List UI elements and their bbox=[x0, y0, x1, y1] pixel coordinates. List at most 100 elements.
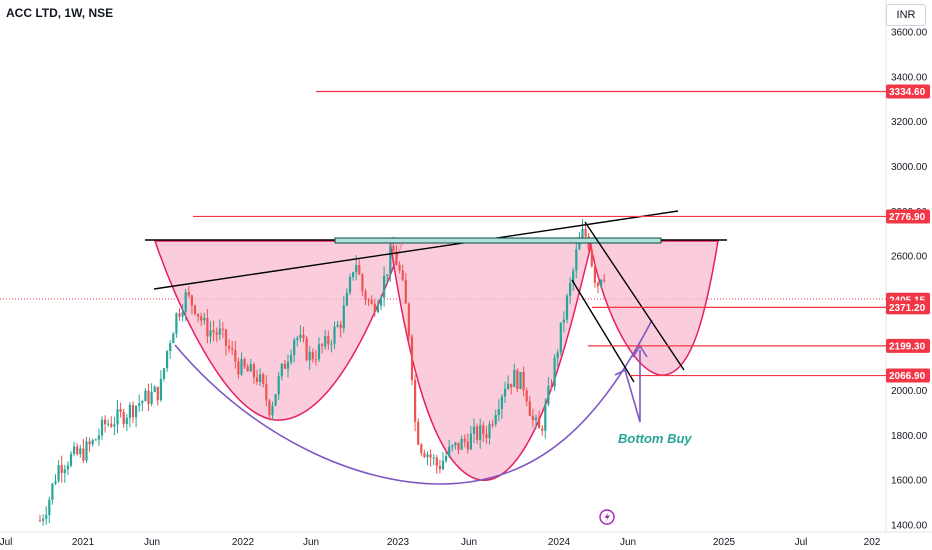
candle bbox=[398, 261, 401, 274]
candle bbox=[221, 322, 224, 338]
candle bbox=[550, 379, 553, 390]
candle bbox=[286, 354, 290, 378]
x-tick-label: 2025 bbox=[713, 537, 736, 548]
candle bbox=[290, 349, 293, 365]
x-tick-label: 202 bbox=[864, 537, 881, 548]
candle bbox=[417, 418, 420, 446]
y-tick-label: 2000.00 bbox=[891, 386, 928, 397]
svg-text:2776.90: 2776.90 bbox=[889, 212, 926, 223]
candle bbox=[345, 288, 348, 307]
candle bbox=[63, 464, 66, 483]
candle bbox=[131, 401, 135, 424]
resistance-zone bbox=[334, 237, 662, 244]
candle bbox=[296, 335, 299, 347]
x-tick-label: 2024 bbox=[548, 537, 571, 548]
y-tick-label: 1400.00 bbox=[891, 521, 928, 532]
candle bbox=[333, 321, 336, 350]
candle bbox=[79, 444, 82, 458]
candle bbox=[547, 377, 550, 407]
candle bbox=[528, 396, 531, 417]
candle bbox=[271, 401, 274, 421]
candle bbox=[336, 320, 339, 328]
candle bbox=[218, 319, 221, 341]
candle bbox=[268, 398, 271, 421]
candle bbox=[234, 341, 237, 369]
candle bbox=[383, 266, 386, 307]
candle bbox=[293, 337, 296, 363]
candle bbox=[432, 453, 435, 466]
candle bbox=[404, 272, 407, 304]
bottom-buy-annotation: Bottom Buy bbox=[618, 431, 692, 446]
candle bbox=[215, 327, 218, 342]
x-tick-label: Jun bbox=[461, 537, 477, 548]
candle bbox=[259, 368, 262, 386]
candle bbox=[510, 383, 513, 395]
candle bbox=[429, 449, 432, 467]
candle bbox=[503, 381, 507, 403]
candle bbox=[479, 418, 482, 449]
candle bbox=[190, 294, 193, 315]
price-level-tag: 2776.90 bbox=[886, 209, 930, 224]
candle bbox=[482, 421, 485, 443]
currency-button[interactable]: INR bbox=[886, 4, 926, 26]
candle bbox=[522, 366, 525, 397]
candle bbox=[246, 363, 249, 372]
candle bbox=[407, 302, 410, 340]
candle bbox=[200, 312, 203, 326]
x-tick-label: 2023 bbox=[387, 537, 410, 548]
candle bbox=[491, 419, 494, 429]
candle bbox=[466, 433, 469, 454]
candle bbox=[451, 444, 454, 452]
candle bbox=[513, 363, 516, 388]
x-tick-label: Jun bbox=[144, 537, 160, 548]
candle bbox=[94, 438, 97, 441]
candle bbox=[575, 240, 578, 279]
candle bbox=[156, 386, 159, 406]
candle bbox=[125, 413, 128, 432]
candle bbox=[553, 354, 556, 391]
candle bbox=[500, 394, 503, 419]
candle bbox=[169, 340, 172, 359]
candle bbox=[426, 451, 429, 466]
price-level-tag: 2066.90 bbox=[886, 368, 930, 383]
candle bbox=[51, 482, 54, 505]
candle bbox=[265, 375, 268, 407]
candle bbox=[69, 451, 73, 468]
candle bbox=[541, 425, 544, 436]
candle bbox=[454, 441, 457, 450]
candle bbox=[339, 320, 342, 338]
candle bbox=[209, 321, 212, 344]
candle bbox=[448, 439, 451, 458]
candle bbox=[162, 367, 166, 382]
y-tick-label: 3400.00 bbox=[891, 72, 928, 83]
candle bbox=[231, 340, 234, 356]
candle bbox=[54, 474, 57, 486]
candle bbox=[45, 506, 48, 525]
candle bbox=[85, 436, 88, 463]
y-tick-label: 1600.00 bbox=[891, 476, 928, 487]
candle bbox=[395, 245, 398, 266]
candle bbox=[206, 308, 209, 344]
candle bbox=[463, 434, 466, 448]
candle bbox=[414, 374, 417, 432]
y-tick-label: 3000.00 bbox=[891, 162, 928, 173]
candle bbox=[581, 219, 584, 240]
lightning-icon[interactable] bbox=[599, 509, 615, 525]
candle bbox=[361, 272, 364, 297]
candle bbox=[91, 438, 94, 447]
candle bbox=[82, 439, 85, 463]
candle bbox=[116, 399, 119, 434]
candle bbox=[122, 408, 125, 428]
candle bbox=[469, 426, 472, 451]
candle bbox=[147, 383, 150, 411]
candle bbox=[531, 408, 534, 428]
candle bbox=[472, 418, 476, 444]
candle bbox=[572, 267, 575, 292]
y-tick-label: 2600.00 bbox=[891, 252, 928, 263]
candle bbox=[324, 329, 327, 350]
candle bbox=[280, 362, 283, 381]
candle bbox=[590, 247, 593, 268]
y-tick-label: 3600.00 bbox=[891, 28, 928, 39]
y-tick-label: 1800.00 bbox=[891, 431, 928, 442]
